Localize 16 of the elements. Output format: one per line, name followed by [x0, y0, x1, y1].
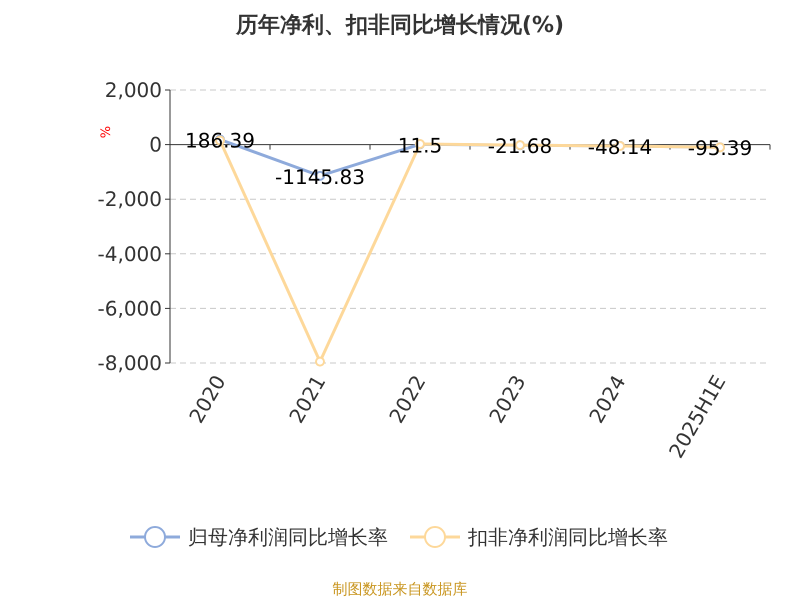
- legend-label: 扣非净利润同比增长率: [467, 525, 668, 549]
- data-label: 11.5: [398, 133, 442, 158]
- y-tick-label: -4,000: [98, 242, 162, 266]
- data-label: -48.14: [588, 134, 652, 159]
- text: 制图数据来自数据库: [332, 580, 468, 598]
- y-tick-label: -8,000: [98, 351, 162, 375]
- point: [315, 356, 325, 367]
- chart-title: 历年净利、扣非同比增长情况(%): [234, 13, 564, 38]
- data-label: -21.68: [488, 134, 552, 158]
- y-tick-label: 2,000: [104, 78, 162, 102]
- legend-label: 归母净利润同比增长率: [188, 525, 388, 549]
- y-tick-label: -6,000: [98, 296, 162, 320]
- y-axis-title: %: [99, 126, 114, 138]
- data-label: -1145.83: [275, 164, 365, 189]
- y-tick-label: -2,000: [98, 187, 162, 212]
- y-tick-label: 0: [149, 132, 162, 157]
